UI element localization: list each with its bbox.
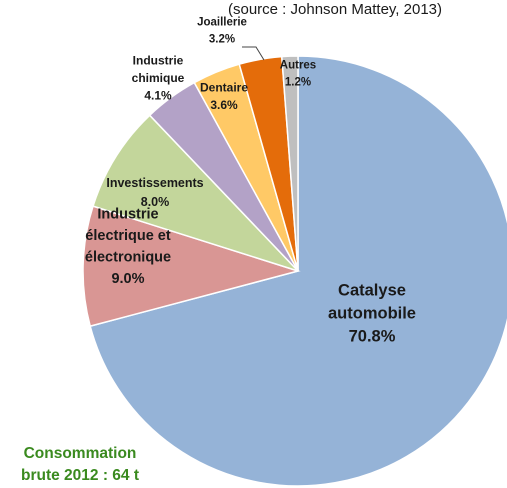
slice-label-catalyse-automobile: Catalyse [338, 281, 406, 299]
leader-line-joaillerie [242, 46, 265, 61]
pie-slice-industrie-electrique-et-electronique [82, 205, 301, 328]
consumption-line-1: Consommation [23, 445, 137, 462]
pie-slices [82, 55, 507, 487]
pie-slice-investissements [92, 114, 299, 272]
pie-slice-autres [280, 55, 299, 272]
slice-labels: Catalyse automobile 70.8% Industrie électriq… [85, 17, 416, 346]
slice-percent-dentaire: 3.6% [210, 98, 238, 112]
slice-label-industrie-electrique-et-electronique: électronique [85, 250, 171, 266]
slice-percent-industrie-chimique: 4.1% [144, 89, 172, 103]
slice-percent-catalyse-automobile: 70.8% [349, 327, 396, 345]
slice-label-investissements: Investissements [106, 176, 203, 190]
slice-percent-investissements: 8.0% [141, 195, 170, 209]
slice-label-autres: Autres [280, 60, 316, 72]
slice-label-industrie-electrique-et-electronique: Industrie [97, 207, 158, 223]
slice-percent-autres: 1.2% [285, 77, 311, 89]
source-note: (source : Johnson Mattey, 2013) [228, 1, 442, 18]
slice-label-dentaire: Dentaire [200, 80, 248, 94]
slice-label-industrie-electrique-et-electronique: électrique et [85, 228, 171, 244]
slice-percent-industrie-electrique-et-electronique: 9.0% [111, 271, 144, 287]
slice-label-catalyse-automobile: automobile [328, 304, 416, 322]
consumption-note: Consommation brute 2012 : 64 t [0, 443, 160, 487]
slice-label-industrie-chimique: chimique [132, 71, 185, 85]
slice-percent-joaillerie: 3.2% [209, 34, 235, 46]
slice-label-industrie-chimique: Industrie [133, 54, 184, 68]
leader-lines [242, 46, 265, 61]
consumption-line-2: brute 2012 : 64 t [20, 467, 140, 484]
slice-label-joaillerie: Joaillerie [197, 17, 247, 29]
